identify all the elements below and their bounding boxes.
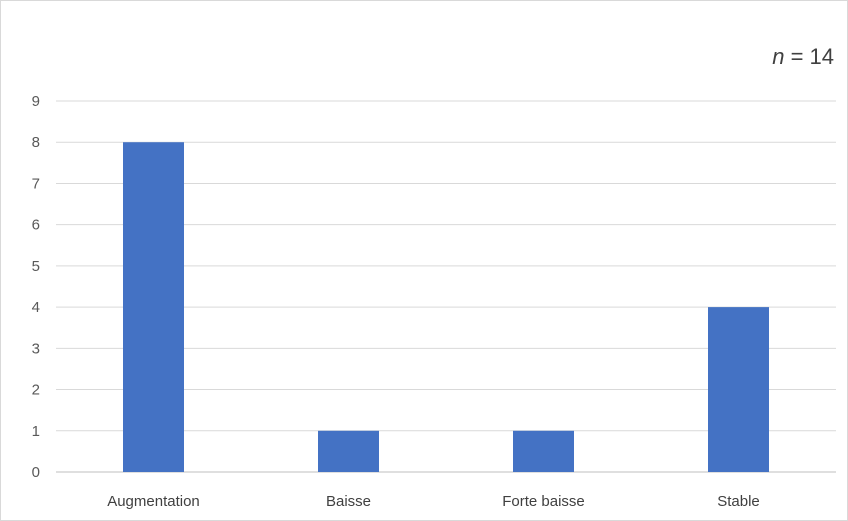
y-axis-tick-labels: 0 1 2 3 4 5 6 7 8 9: [32, 93, 40, 481]
sample-size-value: = 14: [784, 44, 834, 69]
y-tick-label: 4: [32, 299, 40, 316]
sample-size-annotation: n = 14: [772, 44, 834, 69]
gridlines: [56, 100, 836, 473]
x-category-label: Forte baisse: [502, 493, 585, 510]
x-axis-category-labels: Augmentation Baisse Forte baisse Stable: [107, 493, 760, 510]
x-category-label: Augmentation: [107, 493, 200, 510]
y-tick-label: 5: [32, 258, 40, 275]
y-tick-label: 1: [32, 423, 40, 440]
x-category-label: Baisse: [326, 493, 371, 510]
bar: [708, 307, 769, 472]
bars: [123, 142, 769, 472]
y-tick-label: 6: [32, 217, 40, 234]
x-category-label: Stable: [717, 493, 760, 510]
y-tick-label: 2: [32, 382, 40, 399]
y-tick-label: 9: [32, 93, 40, 110]
bar: [123, 142, 184, 472]
bar: [318, 430, 379, 472]
y-tick-label: 3: [32, 340, 40, 357]
y-tick-label: 8: [32, 134, 40, 151]
y-tick-label: 0: [32, 464, 40, 481]
y-tick-label: 7: [32, 175, 40, 192]
sample-size-variable: n: [772, 44, 784, 69]
bar: [513, 430, 574, 472]
